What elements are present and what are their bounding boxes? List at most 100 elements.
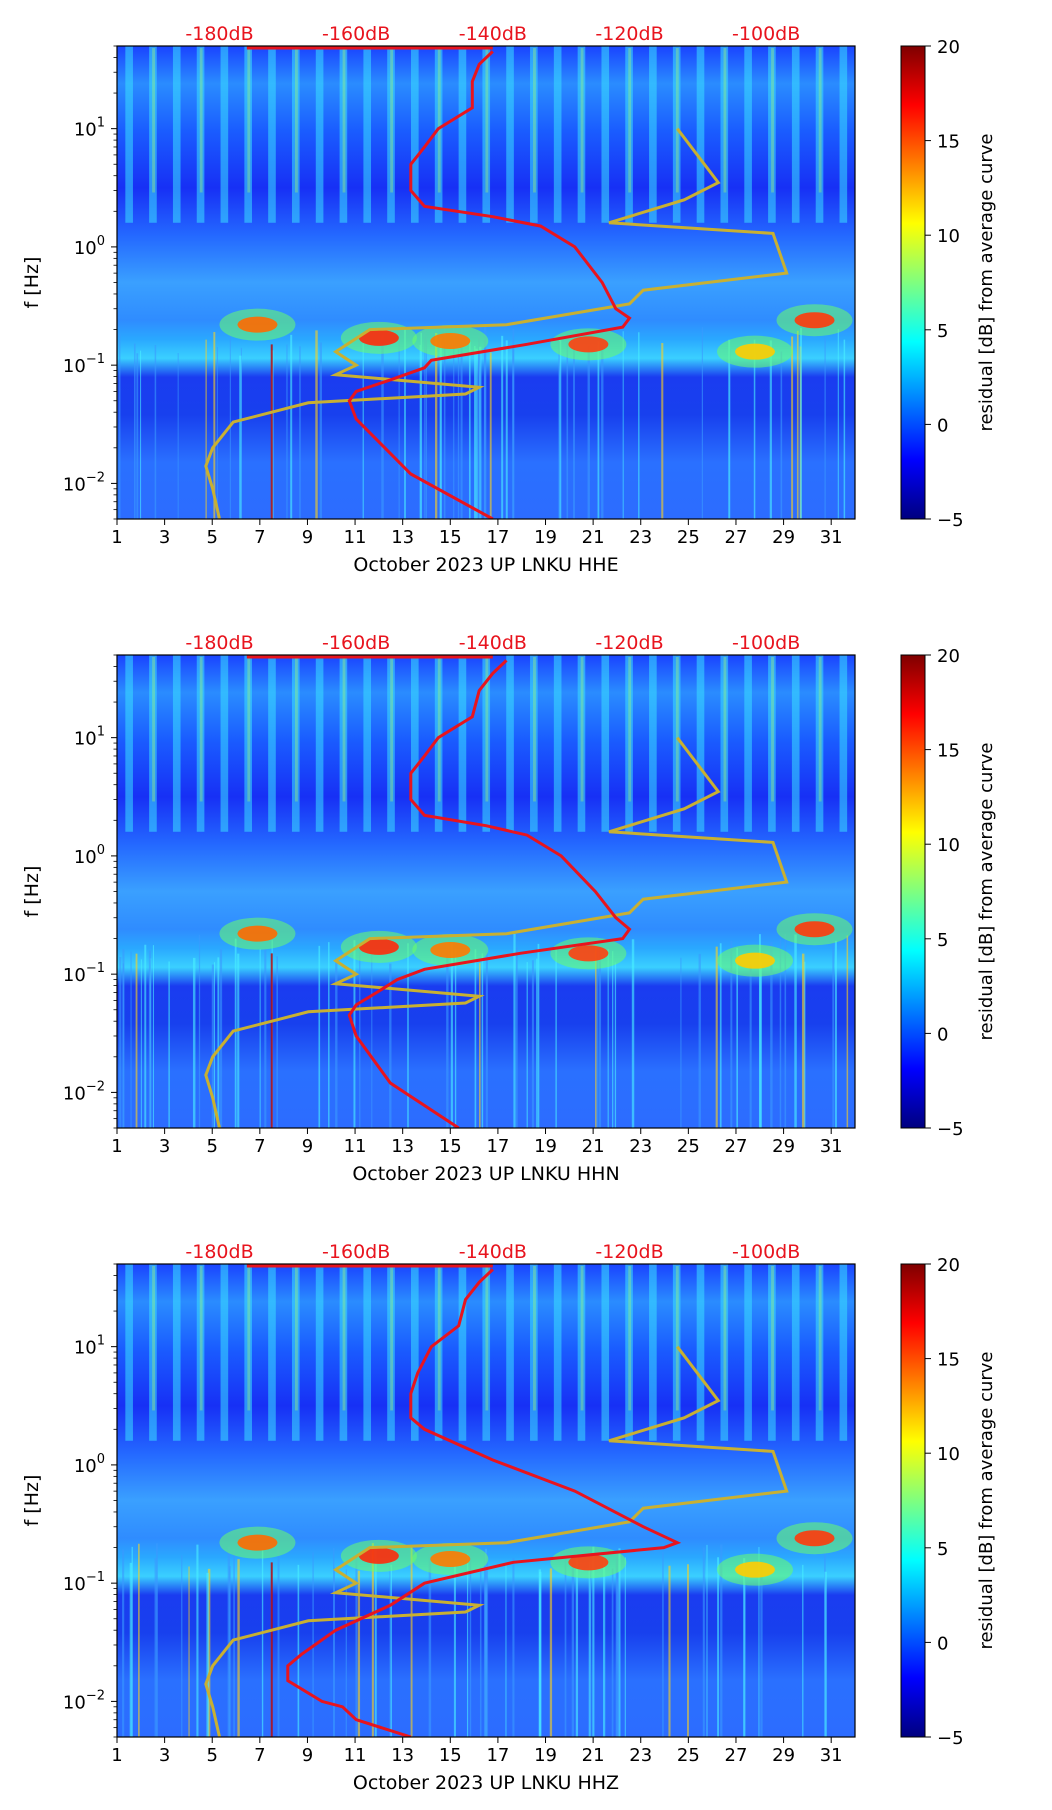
day-column xyxy=(244,1264,252,1441)
day-column xyxy=(553,46,562,223)
day-column xyxy=(172,46,181,223)
microseism-spot xyxy=(430,1551,471,1568)
day-column-accent xyxy=(294,657,298,802)
day-column xyxy=(125,655,133,832)
psd-curve xyxy=(347,659,632,1128)
day-column-accent xyxy=(580,48,584,193)
microseism-spot xyxy=(358,1547,399,1564)
day-column xyxy=(625,1264,633,1441)
x-tick-label: 7 xyxy=(254,1745,265,1766)
day-column xyxy=(268,46,276,223)
y-tick-label: 101 xyxy=(74,116,105,141)
day-column xyxy=(506,46,514,223)
top-db-label: -180dB xyxy=(185,632,253,654)
day-column xyxy=(482,655,491,832)
x-tick-label: 5 xyxy=(206,527,217,548)
microseism-spot xyxy=(568,945,609,962)
day-column-accent xyxy=(152,1266,155,1411)
day-column-accent xyxy=(628,657,632,802)
day-column xyxy=(815,46,824,223)
day-column xyxy=(291,46,300,223)
day-column xyxy=(363,1264,372,1441)
top-db-label: -180dB xyxy=(185,1241,253,1263)
top-db-label: -180dB xyxy=(185,23,253,45)
x-tick-label: 5 xyxy=(206,1745,217,1766)
microseism-spot xyxy=(568,1554,609,1571)
colorbar-tick-label: 15 xyxy=(937,741,960,762)
x-tick-label: 29 xyxy=(772,1745,795,1766)
day-column xyxy=(196,1264,205,1441)
day-column xyxy=(696,46,705,223)
day-column xyxy=(506,655,514,832)
heatmap-area xyxy=(117,1264,855,1737)
microseism-spot xyxy=(735,1561,776,1578)
colorbar-tick-label: 10 xyxy=(937,1444,960,1465)
day-column-accent xyxy=(485,48,489,193)
day-column xyxy=(196,655,205,832)
colorbar-label: residual [dB] from average curve xyxy=(976,133,997,431)
day-column xyxy=(530,655,538,832)
microseism-spot xyxy=(794,1530,835,1547)
heatmap-area xyxy=(117,46,855,519)
x-tick-label: 31 xyxy=(820,1745,843,1766)
day-column xyxy=(577,655,586,832)
day-column-accent xyxy=(533,657,536,802)
day-column-accent xyxy=(723,48,727,193)
day-column xyxy=(649,655,657,832)
y-tick-label: 100 xyxy=(74,234,105,259)
x-tick-label: 1 xyxy=(111,527,122,548)
y-tick-label: 10−2 xyxy=(63,1688,105,1713)
day-column-accent xyxy=(771,657,774,802)
microseism-spot xyxy=(794,921,835,938)
day-column xyxy=(768,46,776,223)
day-column xyxy=(149,655,157,832)
day-column xyxy=(387,46,395,223)
microseism-spot xyxy=(237,316,278,333)
day-column xyxy=(696,655,705,832)
x-tick-label: 29 xyxy=(772,1136,795,1157)
y-axis-label: f [Hz] xyxy=(21,1475,43,1527)
day-column xyxy=(577,1264,586,1441)
day-column xyxy=(720,655,729,832)
top-db-label: -140dB xyxy=(459,1241,527,1263)
day-column xyxy=(530,1264,538,1441)
x-tick-label: 27 xyxy=(725,1745,748,1766)
day-column-accent xyxy=(342,657,346,802)
day-column xyxy=(363,46,372,223)
y-axis-label: f [Hz] xyxy=(21,866,43,918)
day-column xyxy=(839,46,848,223)
microseism-spot xyxy=(794,312,835,329)
day-column-accent xyxy=(437,1266,441,1411)
microseism-spot xyxy=(430,333,471,350)
day-column xyxy=(411,655,419,832)
top-db-label: -100dB xyxy=(732,23,800,45)
x-tick-label: 15 xyxy=(439,1136,462,1157)
top-db-label: -100dB xyxy=(732,632,800,654)
x-tick-label: 17 xyxy=(486,1745,509,1766)
x-tick-label: 21 xyxy=(582,1136,605,1157)
day-column xyxy=(125,46,133,223)
day-column xyxy=(815,1264,824,1441)
day-column xyxy=(315,1264,324,1441)
x-tick-label: 31 xyxy=(820,1136,843,1157)
day-column xyxy=(268,655,276,832)
day-column-accent xyxy=(628,1266,632,1411)
day-column xyxy=(791,46,800,223)
day-column-accent xyxy=(485,1266,489,1411)
x-axis-label: October 2023 UP LNKU HHZ xyxy=(353,1772,619,1794)
day-column xyxy=(553,655,562,832)
day-column xyxy=(768,655,776,832)
colorbar xyxy=(900,1263,926,1738)
day-column-accent xyxy=(628,48,632,193)
y-tick-label: 10−2 xyxy=(63,470,105,495)
x-tick-label: 15 xyxy=(439,527,462,548)
day-column xyxy=(791,655,800,832)
y-tick-label: 10−1 xyxy=(63,352,105,377)
day-column xyxy=(482,1264,491,1441)
colorbar-tick-label: −5 xyxy=(937,1728,964,1749)
day-column xyxy=(291,655,300,832)
colorbar-label: residual [dB] from average curve xyxy=(976,742,997,1040)
